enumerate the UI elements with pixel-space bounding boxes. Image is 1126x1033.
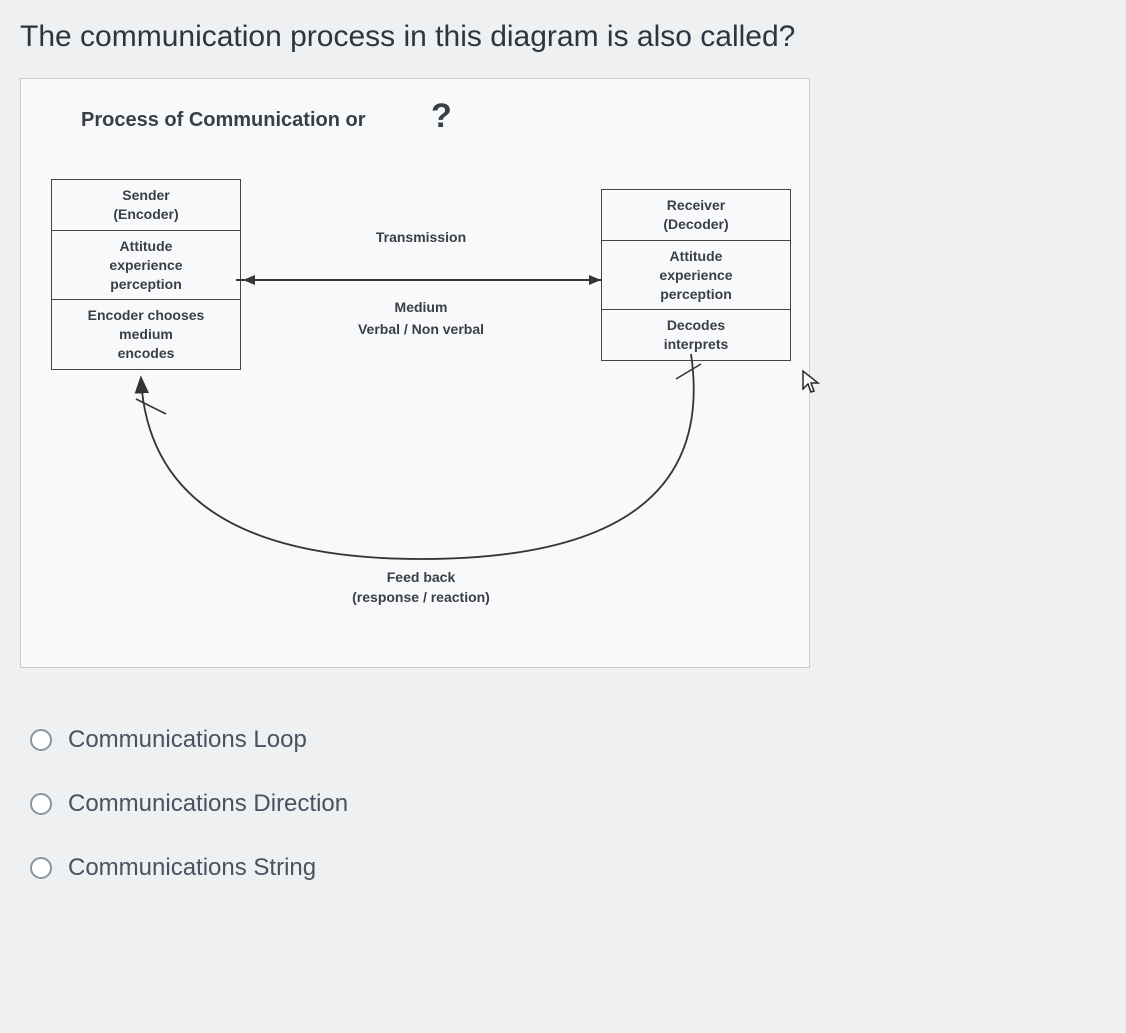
encodes-label: encodes [118,345,175,361]
receiver-node: Receiver (Decoder) Attitude experience p… [601,189,791,361]
receiver-cell-1: Receiver (Decoder) [602,190,790,241]
encoder-label: (Encoder) [113,206,178,222]
option-communications-string[interactable]: Communications String [20,836,1106,900]
receiver-label: Receiver [667,197,725,213]
option-communications-loop[interactable]: Communications Loop [20,708,1106,772]
response-label: (response / reaction) [311,589,531,605]
attitude-label: Attitude [120,238,173,254]
diagram-title-question-mark: ? [431,97,452,136]
option-communications-direction[interactable]: Communications Direction [20,772,1106,836]
r-attitude-label: Attitude [670,248,723,264]
option-label: Communications String [68,854,316,882]
sender-label: Sender [122,187,169,203]
sender-cell-3: Encoder chooses medium encodes [52,300,240,369]
verbal-label: Verbal / Non verbal [311,321,531,337]
receiver-cell-2: Attitude experience perception [602,241,790,311]
radio-icon[interactable] [30,793,52,815]
sender-cell-1: Sender (Encoder) [52,180,240,231]
receiver-cell-3: Decodes interprets [602,310,790,360]
communication-diagram: Process of Communication or ? Sender (En… [20,78,810,668]
decodes-label: Decodes [667,317,725,333]
answer-options: Communications Loop Communications Direc… [20,708,1106,900]
medium-label: medium [119,326,173,342]
sender-cell-2: Attitude experience perception [52,231,240,301]
arrow-head-left-icon [243,275,255,285]
experience-label: experience [109,257,182,273]
radio-icon[interactable] [30,857,52,879]
cursor-icon [801,369,821,402]
interprets-label: interprets [664,336,729,352]
question-text: The communication process in this diagra… [20,20,1106,54]
transmission-label: Transmission [311,229,531,245]
medium-text-label: Medium [311,299,531,315]
perception-label: perception [110,276,182,292]
radio-icon[interactable] [30,729,52,751]
diagram-title: Process of Communication or [81,109,366,132]
option-label: Communications Loop [68,726,307,754]
decoder-label: (Decoder) [663,216,728,232]
option-label: Communications Direction [68,790,348,818]
r-experience-label: experience [659,267,732,283]
feedback-label: Feed back [311,569,531,585]
sender-node: Sender (Encoder) Attitude experience per… [51,179,241,370]
transmission-arrow [236,279,601,281]
arrow-head-right-icon [589,275,601,285]
r-perception-label: perception [660,286,732,302]
encoder-chooses-label: Encoder chooses [88,307,205,323]
